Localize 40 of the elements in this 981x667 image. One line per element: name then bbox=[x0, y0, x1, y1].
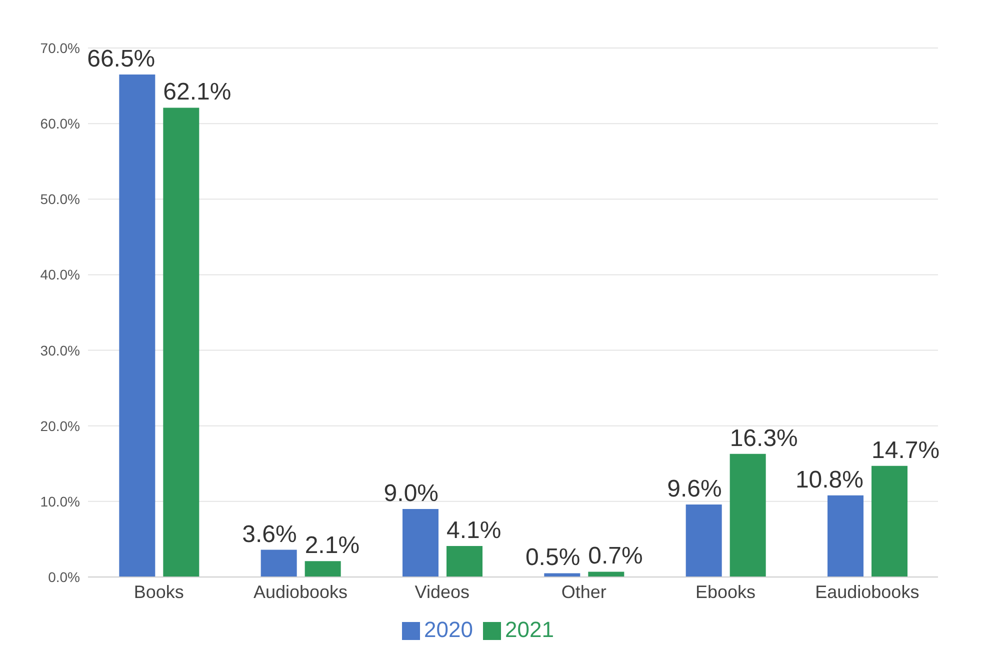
y-tick-label: 0.0% bbox=[48, 568, 80, 585]
x-tick-label: Eaudiobooks bbox=[815, 582, 920, 602]
data-label: 9.6% bbox=[667, 475, 722, 502]
y-tick-label: 50.0% bbox=[40, 191, 80, 208]
bar bbox=[402, 508, 438, 577]
bar bbox=[119, 74, 156, 577]
y-tick-label: 10.0% bbox=[40, 493, 80, 510]
data-label: 66.5% bbox=[87, 45, 156, 72]
y-tick-label: 20.0% bbox=[40, 418, 80, 434]
data-label: 0.5% bbox=[525, 544, 580, 572]
x-tick-label: Ebooks bbox=[695, 582, 756, 602]
data-label: 14.7% bbox=[872, 436, 940, 464]
y-tick-label: 30.0% bbox=[40, 342, 80, 358]
x-tick-label: Audiobooks bbox=[253, 582, 348, 602]
y-tick-label: 70.0% bbox=[40, 40, 80, 56]
data-label: 4.1% bbox=[446, 517, 502, 544]
legend-label: 2020 bbox=[424, 617, 473, 642]
bar bbox=[304, 561, 341, 577]
data-label: 16.3% bbox=[730, 424, 798, 452]
bar bbox=[588, 572, 624, 577]
x-tick-label: Books bbox=[134, 582, 184, 602]
bar bbox=[446, 546, 482, 577]
data-label: 3.6% bbox=[242, 520, 297, 548]
bar bbox=[260, 550, 297, 577]
y-tick-label: 60.0% bbox=[40, 116, 80, 132]
bar bbox=[828, 495, 864, 577]
legend-label: 2021 bbox=[505, 617, 554, 642]
y-tick-label: 40.0% bbox=[40, 266, 80, 283]
x-tick-label: Other bbox=[561, 582, 606, 602]
data-label: 2.1% bbox=[304, 532, 360, 560]
bar bbox=[544, 573, 580, 577]
data-label: 9.0% bbox=[384, 480, 438, 507]
bar bbox=[872, 466, 908, 577]
bar bbox=[163, 108, 200, 577]
bar bbox=[686, 504, 722, 577]
bar bbox=[730, 454, 766, 577]
data-label: 62.1% bbox=[163, 78, 232, 106]
data-label: 10.8% bbox=[795, 466, 864, 494]
x-tick-label: Videos bbox=[414, 582, 470, 602]
data-label: 0.7% bbox=[588, 542, 643, 570]
